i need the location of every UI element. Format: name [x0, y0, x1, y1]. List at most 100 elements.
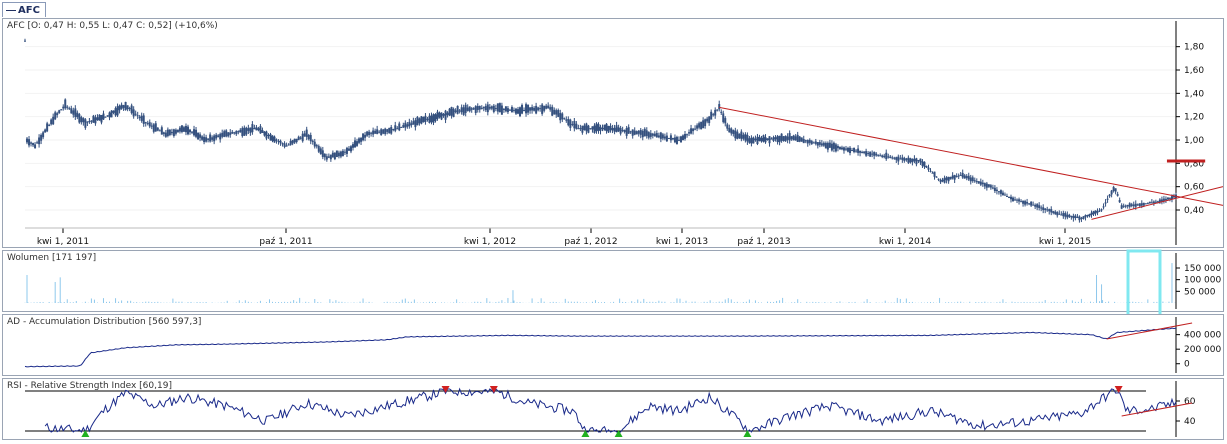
candle-body: [621, 129, 624, 131]
candle-body: [927, 167, 930, 170]
candle-body: [323, 153, 326, 158]
candle-body: [649, 133, 652, 137]
candle-body: [768, 136, 771, 144]
candle-body: [504, 106, 507, 112]
candle-body: [458, 110, 461, 112]
x-tick-label: kwi 1, 2011: [37, 237, 89, 247]
candle-body: [1072, 215, 1075, 219]
candle-body: [951, 175, 954, 179]
candle-body: [692, 128, 695, 132]
candle-body: [945, 177, 948, 181]
candle-body: [730, 128, 733, 134]
ad-y-tick-label: 200 000: [1184, 345, 1221, 355]
candle-body: [834, 144, 837, 152]
candle-body: [798, 136, 801, 142]
candle-body: [1132, 204, 1135, 207]
candle-body: [474, 106, 477, 113]
candle-body: [466, 107, 469, 111]
symbol-label: AFC: [18, 4, 40, 16]
candle-body: [414, 120, 417, 128]
candle-body: [907, 157, 910, 163]
candle-body: [376, 129, 379, 134]
candle-body: [1068, 214, 1071, 217]
candle-body: [635, 131, 638, 135]
candle-body: [816, 142, 819, 146]
candle-body: [279, 140, 282, 144]
candle-body: [289, 140, 292, 146]
candle-body: [549, 107, 552, 110]
candle-body: [1154, 201, 1157, 203]
candle-body: [38, 137, 41, 145]
candle-body: [1062, 213, 1065, 217]
ad-panel: AD - Accumulation Distribution [560 597,…: [2, 314, 1224, 376]
candle-body: [712, 114, 715, 116]
candle-body: [104, 116, 107, 118]
candle-body: [523, 109, 526, 111]
candle-body: [512, 109, 515, 111]
candle-body: [426, 118, 429, 120]
buy-signal-marker: [614, 430, 623, 437]
candle-body: [351, 144, 354, 148]
candle-body: [734, 130, 737, 139]
candle-body: [941, 179, 944, 182]
candle-body: [74, 108, 77, 117]
rsi-title: RSI - Relative Strength Index [60,19]: [7, 381, 172, 391]
candle-body: [142, 115, 145, 124]
candle-body: [382, 129, 385, 134]
candle-body: [694, 128, 697, 130]
candle-body: [72, 110, 75, 115]
candle-body: [480, 107, 483, 109]
candle-body: [613, 127, 616, 132]
candle-body: [1048, 209, 1051, 212]
candle-body: [100, 115, 103, 123]
candle-body: [555, 110, 558, 115]
candle-body: [1094, 210, 1097, 214]
candle-body: [1026, 201, 1029, 204]
candle-body: [639, 129, 642, 135]
candle-body: [778, 135, 781, 143]
candle-body: [362, 133, 365, 141]
candle-body: [991, 187, 994, 189]
candle-body: [337, 152, 340, 157]
candle-body: [796, 134, 799, 142]
candle-body: [631, 129, 634, 136]
symbol-tab[interactable]: AFC: [2, 2, 46, 17]
candle-body: [172, 129, 175, 136]
candle-body: [551, 106, 554, 116]
candle-body: [909, 158, 912, 163]
candle-body: [565, 119, 568, 121]
candle-body: [893, 157, 896, 159]
candle-body: [931, 172, 934, 174]
candle-body: [917, 160, 920, 162]
candle-body: [736, 131, 739, 139]
candle-body: [241, 128, 244, 137]
candle-body: [396, 128, 399, 130]
candle-body: [891, 157, 894, 159]
candle-body: [788, 133, 791, 141]
ad-y-tick-label: 400 000: [1184, 331, 1221, 341]
candle-body: [653, 133, 656, 137]
support-line: [1091, 186, 1224, 220]
candle-body: [905, 158, 908, 160]
candle-body: [174, 129, 177, 134]
candle-body: [40, 134, 43, 141]
candle-body: [529, 107, 532, 111]
candle-body: [754, 138, 757, 141]
rsi-line: [44, 387, 1177, 434]
candle-body: [792, 135, 795, 141]
candle-body: [1086, 215, 1089, 217]
candle-body: [86, 121, 89, 123]
candle-body: [394, 125, 397, 131]
candle-body: [1054, 211, 1057, 215]
candle-body: [959, 174, 962, 176]
highlight-box: [1126, 249, 1162, 325]
price-title: AFC [O: 0,47 H: 0,55 L: 0,47 C: 0,52] (+…: [7, 21, 218, 31]
candle-body: [993, 187, 996, 192]
candle-body: [219, 133, 222, 140]
candle-body: [482, 107, 485, 109]
candle-body: [436, 111, 439, 119]
candle-body: [728, 127, 731, 133]
candle-body: [432, 114, 435, 123]
candle-body: [1074, 215, 1077, 219]
candle-body: [229, 132, 232, 135]
